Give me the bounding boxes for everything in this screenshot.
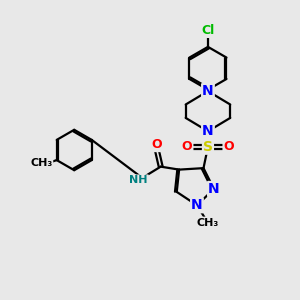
Text: S: S [203, 140, 213, 154]
Text: N: N [202, 124, 214, 138]
Text: O: O [182, 140, 193, 153]
Text: CH₃: CH₃ [30, 158, 52, 168]
Text: N: N [208, 182, 220, 196]
Text: O: O [224, 140, 234, 153]
Text: Cl: Cl [201, 24, 214, 37]
Text: NH: NH [130, 175, 148, 185]
Text: N: N [202, 84, 214, 98]
Text: CH₃: CH₃ [197, 218, 219, 227]
Text: O: O [152, 138, 162, 151]
Text: N: N [191, 198, 203, 212]
